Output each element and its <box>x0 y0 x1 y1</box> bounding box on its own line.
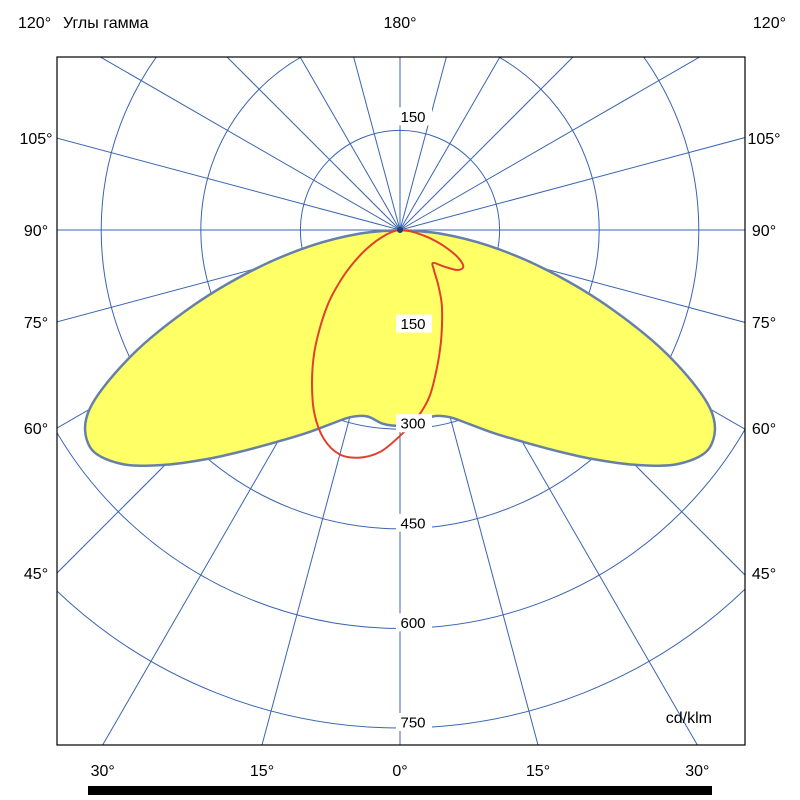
left-angle-label: 45° <box>24 566 48 583</box>
pole-dot <box>397 227 403 233</box>
top-center-angle-label: 180° <box>383 15 417 32</box>
left-angle-label: 105° <box>19 131 52 148</box>
radial-label-bg <box>396 713 432 731</box>
left-angle-label: 75° <box>24 315 48 332</box>
radial-value-label: 150 <box>400 109 425 126</box>
right-angle-label: 60° <box>752 421 776 438</box>
right-angle-label: 75° <box>752 315 776 332</box>
bottom-angle-label: 30° <box>685 763 709 780</box>
left-angle-label: 90° <box>24 223 48 240</box>
bottom-angle-label: 0° <box>392 763 407 780</box>
intensity-curve-c90-c270 <box>311 229 465 459</box>
radial-value-label: 150 <box>400 316 425 333</box>
bottom-angle-label: 15° <box>250 763 274 780</box>
radial-value-label: 750 <box>400 715 425 732</box>
top-right-angle-label: 120° <box>752 15 786 32</box>
top-left-angle-label: 120° <box>18 15 52 32</box>
radial-value-label: 450 <box>400 515 425 532</box>
bottom-angle-label: 30° <box>91 763 115 780</box>
radial-label-bg <box>396 613 432 632</box>
radial-value-label: 600 <box>400 615 425 632</box>
right-angle-label: 45° <box>752 566 776 583</box>
radial-label-bg <box>396 314 432 333</box>
unit-label: cd/klm <box>665 710 712 727</box>
radial-label-bg <box>396 107 432 126</box>
plot-frame <box>56 56 746 746</box>
left-angle-label: 60° <box>24 421 48 438</box>
right-angle-label: 105° <box>747 131 780 148</box>
radial-label-bg <box>396 513 432 532</box>
chart-title: Углы гамма <box>63 15 149 32</box>
bottom-rule <box>88 786 712 795</box>
radial-label-bg <box>396 414 432 433</box>
radial-value-label: 300 <box>400 416 425 433</box>
bottom-angle-label: 15° <box>526 763 550 780</box>
right-angle-label: 90° <box>752 223 776 240</box>
